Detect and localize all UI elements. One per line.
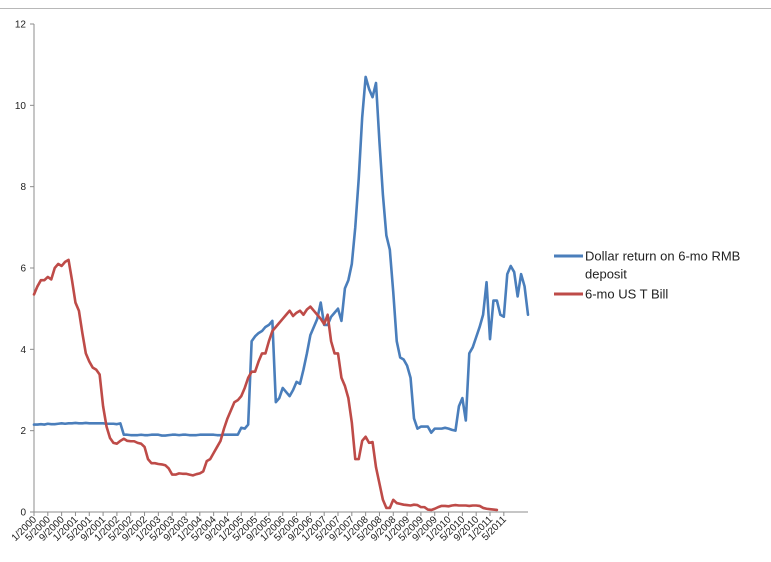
legend-label-1-line-1: Dollar return on 6-mo RMB [585, 249, 740, 264]
x-axis: 1/20005/20009/20001/20015/20019/20011/20… [10, 511, 528, 544]
y-axis: 0 2 4 6 8 10 12 [15, 20, 35, 519]
legend-label-2: 6-mo US T Bill [585, 287, 668, 302]
legend-label-1-line-2: deposit [585, 267, 627, 282]
series-line-1 [32, 75, 530, 437]
top-frame-line [0, 8, 771, 9]
series-lines [32, 75, 530, 512]
y-tick-label: 12 [15, 20, 27, 31]
y-tick-label: 0 [20, 508, 26, 519]
y-tick-label: 2 [20, 426, 26, 437]
y-tick-label: 10 [15, 101, 27, 112]
y-tick-label: 8 [20, 182, 26, 193]
y-tick-label: 6 [20, 264, 26, 275]
legend-label-1: Dollar return on 6-mo RMB deposit [585, 249, 740, 282]
y-tick-label: 4 [20, 345, 26, 356]
legend: Dollar return on 6-mo RMB deposit 6-mo US … [554, 249, 740, 302]
series-line-2 [32, 258, 499, 512]
